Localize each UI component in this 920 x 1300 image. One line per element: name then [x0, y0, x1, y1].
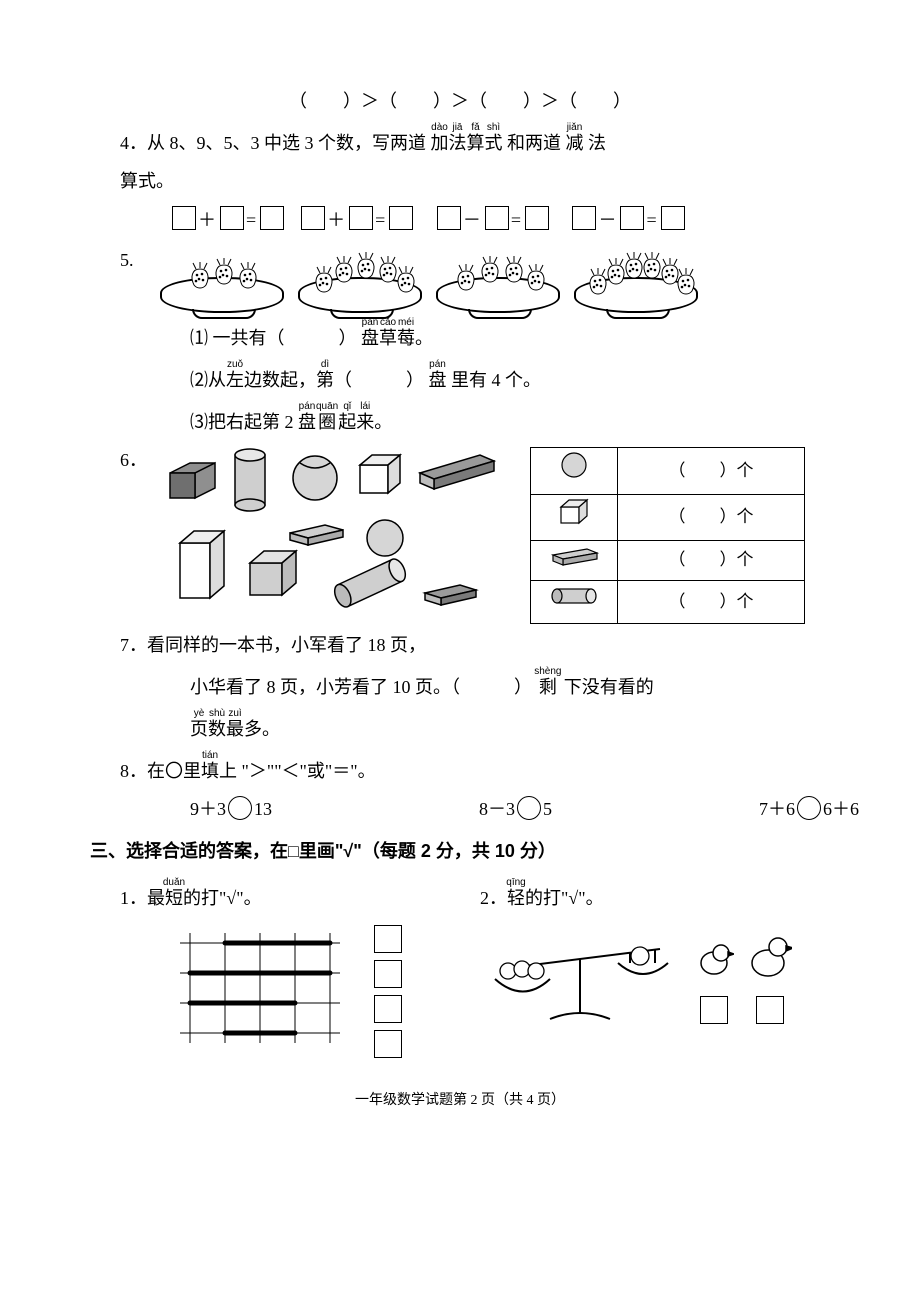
q7-line3: 页yè数shù最zuì多。 — [90, 708, 830, 746]
page-footer: 一年级数学试题第 2 页（共 4 页） — [90, 1088, 830, 1115]
shape-count-table: （ ）个 （ ）个 （ ）个 （ ）个 — [530, 447, 805, 623]
cube-icon — [531, 494, 618, 540]
q8-expressions: 9＋313 8－35 7＋66＋6 — [90, 792, 830, 826]
ruby-jiafa: 加dào — [431, 133, 449, 153]
q7-line2: 小华看了 8 页，小芳看了 10 页。（ ） 剩shèng 下没有看的 — [90, 666, 830, 704]
duck-icon — [748, 929, 792, 983]
blank-box[interactable] — [172, 206, 196, 230]
q6-num: 6． — [120, 443, 150, 477]
q5-p3: ⑶把右起第 2 盘pán圈quān起qǐ来lái。 — [90, 401, 830, 439]
choice-box[interactable] — [374, 925, 402, 953]
cuboid-icon — [531, 540, 618, 580]
plate — [298, 243, 418, 313]
choice-box[interactable] — [756, 996, 784, 1024]
q5-p1: ⑴ 一共有（ ） 盘pán草cǎo莓méi。 — [90, 317, 830, 355]
q4-equations: ＋= ＋= －= －= — [90, 203, 830, 237]
sphere-icon — [531, 448, 618, 494]
q5-num: 5. — [90, 243, 160, 277]
q7-line1: 7．看同样的一本书，小军看了 18 页， — [90, 628, 830, 662]
ordering-row: （ ）＞（ ）＞（ ）＞（ ） — [90, 84, 830, 118]
compare-circle[interactable] — [228, 796, 252, 820]
strawberry-plates — [160, 243, 694, 313]
plate — [574, 243, 694, 313]
q4-line1: 4．从 8、9、5、3 中选 3 个数，写两道 加dào法jiā算fǎ式shì … — [90, 122, 830, 160]
cylinder-icon — [531, 581, 618, 623]
plate — [436, 243, 556, 313]
ruby-jian: 减jiǎn — [566, 133, 584, 153]
s3-q1-text: 1．最短duǎn的打"√"。 — [90, 877, 440, 915]
grid-lines-figure — [170, 923, 360, 1053]
q4-num: 4． — [120, 133, 147, 153]
q8-line1: 8．在〇里填tián上 "＞""＜"或"＝"。 — [90, 750, 830, 788]
choice-box[interactable] — [700, 996, 728, 1024]
q4-line2: 算式。 — [90, 164, 830, 198]
chick-icon — [694, 933, 734, 983]
s3-q2-text: 2．轻qīng的打"√"。 — [480, 877, 830, 915]
shapes-illustration — [150, 443, 510, 613]
section3-title: 三、选择合适的答案，在□里画"√"（每题 2 分，共 10 分） — [90, 834, 830, 868]
balance-scale-figure — [480, 919, 680, 1029]
q5-p2: ⑵从左zuǒ边数起，第dì（ ） 盘pán 里有 4 个。 — [90, 359, 830, 397]
plate — [160, 243, 280, 313]
